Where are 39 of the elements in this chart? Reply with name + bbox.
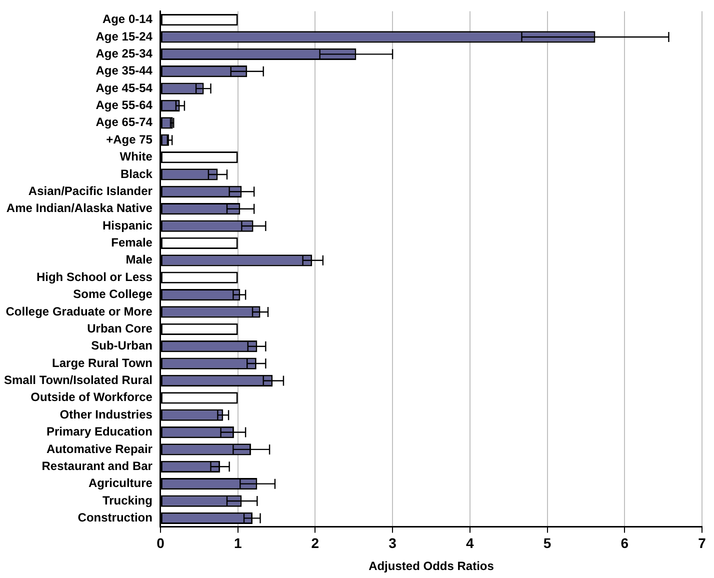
y-tick-label: Small Town/Isolated Rural — [4, 373, 152, 388]
y-tick-label: Trucking — [102, 493, 152, 508]
y-tick-label: Large Rural Town — [52, 356, 152, 370]
y-tick-label: Urban Core — [87, 321, 153, 336]
y-tick-label: Sub-Urban — [91, 338, 152, 353]
x-axis-title: Adjusted Odds Ratios — [368, 559, 494, 574]
y-tick-label: Hispanic — [102, 218, 153, 232]
y-tick-label: High School or Less — [36, 270, 153, 284]
y-tick-label: Male — [126, 252, 153, 267]
y-tick-label: White — [120, 150, 153, 164]
y-tick-label: Age 45-54 — [96, 80, 153, 95]
y-tick-label: Age 25-34 — [96, 46, 153, 60]
y-tick-label: Primary Education — [46, 424, 152, 439]
y-tick-label: Black — [120, 166, 153, 181]
x-tick-label: 6 — [620, 535, 629, 552]
x-tick-label: 0 — [156, 535, 165, 552]
y-tick-label: Age 15-24 — [96, 29, 153, 44]
x-tick-label: 7 — [698, 535, 706, 552]
y-tick-label: Age 35-44 — [96, 64, 153, 78]
y-tick-label: Other Industries — [60, 407, 153, 422]
y-tick-label: Age 65-74 — [96, 115, 153, 130]
x-tick-label: 1 — [234, 535, 242, 552]
y-tick-label: Ame Indian/Alaska Native — [6, 201, 153, 216]
x-tick-label: 2 — [311, 535, 320, 552]
y-tick-label: Asian/Pacific Islander — [28, 184, 153, 198]
y-tick-label: Some College — [73, 287, 153, 302]
y-tick-label: Outside of Workforce — [30, 390, 153, 404]
y-tick-label: Automative Repair — [46, 442, 153, 456]
x-tick-label: 4 — [466, 535, 474, 552]
y-tick-label: College Graduate or More — [6, 304, 153, 318]
y-tick-label: Agriculture — [88, 476, 153, 490]
x-tick-label: 5 — [543, 535, 552, 552]
y-tick-label: Age 0-14 — [102, 12, 153, 26]
y-tick-label: Construction — [78, 510, 152, 525]
x-tick-label: 3 — [388, 535, 397, 552]
y-tick-label: Age 55-64 — [96, 98, 153, 112]
y-tick-label: Restaurant and Bar — [42, 458, 153, 473]
y-tick-label: Female — [111, 236, 153, 250]
y-tick-label: +Age 75 — [106, 132, 153, 146]
